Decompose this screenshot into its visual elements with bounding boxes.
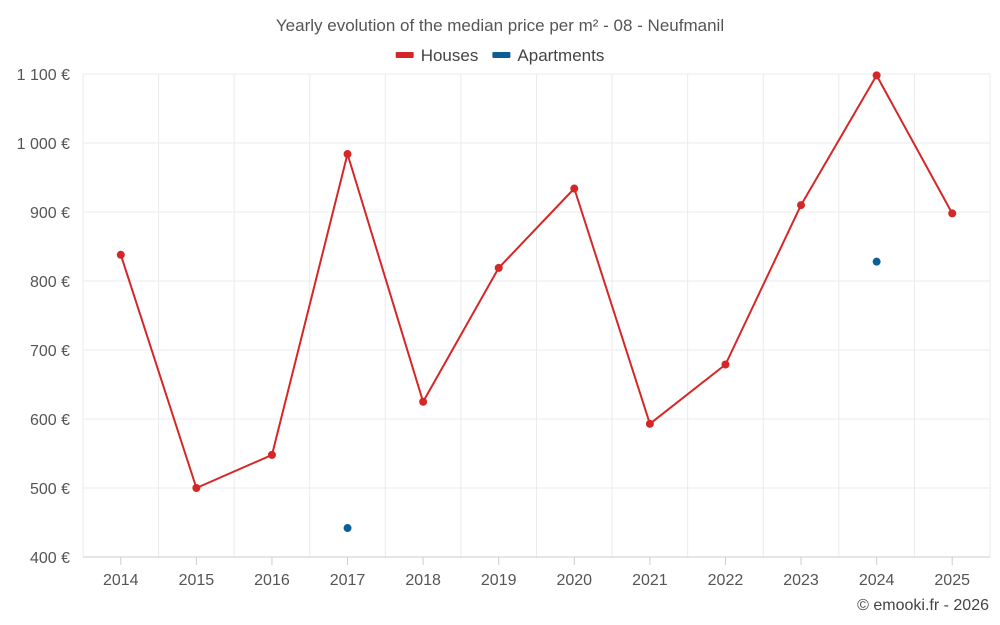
x-tick-label: 2014 (103, 572, 139, 589)
x-tick-label: 2021 (632, 572, 668, 589)
data-point-houses[interactable] (419, 397, 428, 406)
x-tick-label: 2025 (934, 572, 970, 589)
data-point-houses[interactable] (721, 360, 730, 369)
legend-swatch (395, 52, 414, 58)
legend-item-houses[interactable]: Houses (395, 46, 479, 65)
legend-item-apartments[interactable]: Apartments (492, 46, 604, 65)
legend-label: Houses (421, 46, 479, 65)
x-gridlines (82, 74, 991, 557)
y-axis-ticks: 400 € 500 € 600 € 700 € 800 € 900 € 1 000 € 1 1… (17, 67, 70, 567)
series-houses (116, 71, 957, 492)
x-tick-label: 2023 (783, 572, 819, 589)
data-point-apartments[interactable] (343, 524, 352, 533)
legend: Houses Apartments (395, 46, 604, 65)
data-point-houses[interactable] (570, 184, 579, 193)
data-point-houses[interactable] (948, 209, 957, 218)
series-apartments (343, 257, 881, 533)
data-point-houses[interactable] (872, 71, 881, 80)
x-tick-label: 2019 (481, 572, 517, 589)
credit-text: © emooki.fr - 2026 (857, 597, 989, 614)
y-tick-label: 700 € (30, 343, 70, 360)
chart-title: Yearly evolution of the median price per… (276, 16, 724, 35)
y-tick-label: 500 € (30, 481, 70, 498)
legend-swatch (492, 52, 511, 58)
y-tick-label: 800 € (30, 274, 70, 291)
data-point-houses[interactable] (116, 250, 125, 259)
x-tick-label: 2020 (556, 572, 592, 589)
x-tick-label: 2016 (254, 572, 290, 589)
x-tick-label: 2017 (330, 572, 366, 589)
y-tick-label: 1 000 € (17, 136, 70, 153)
legend-label: Apartments (517, 46, 604, 65)
x-axis-ticks: 2014 2015 2016 2017 2018 2019 2020 2021 2022 2023… (103, 557, 970, 589)
data-point-apartments[interactable] (872, 257, 881, 266)
x-tick-label: 2022 (708, 572, 744, 589)
x-tick-label: 2018 (405, 572, 441, 589)
series-layer (116, 71, 957, 533)
y-tick-label: 600 € (30, 412, 70, 429)
x-tick-label: 2024 (859, 572, 895, 589)
data-point-houses[interactable] (192, 484, 201, 492)
data-point-houses[interactable] (494, 263, 503, 272)
data-point-houses[interactable] (267, 450, 276, 459)
data-point-houses[interactable] (343, 150, 352, 159)
x-tick-label: 2015 (179, 572, 215, 589)
y-tick-label: 900 € (30, 205, 70, 222)
y-tick-label: 400 € (30, 550, 70, 567)
data-point-houses[interactable] (797, 201, 806, 210)
series-line-houses (119, 74, 954, 489)
data-point-houses[interactable] (645, 419, 654, 428)
y-tick-label: 1 100 € (17, 67, 70, 84)
